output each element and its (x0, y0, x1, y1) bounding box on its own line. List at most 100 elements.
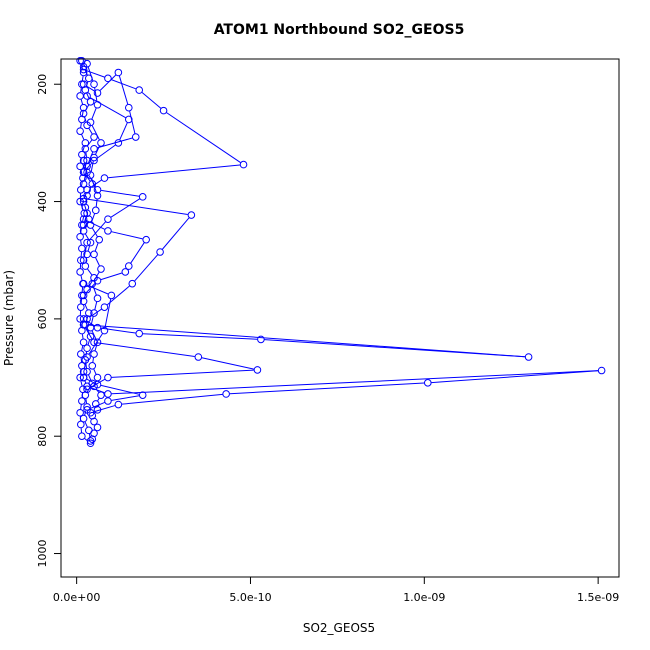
data-point (107, 291, 116, 300)
data-point (142, 235, 150, 244)
series-segment (80, 181, 83, 187)
series-9 (79, 315, 533, 361)
data-point (79, 414, 88, 423)
series-segment (88, 333, 103, 355)
series-segment (85, 327, 93, 340)
data-point (156, 248, 164, 256)
series-segment (100, 384, 140, 395)
series-segment (431, 370, 599, 384)
series-segment (94, 301, 98, 310)
series-10 (79, 320, 262, 394)
y-tick-label: 600 (36, 308, 49, 329)
series-segment (141, 92, 162, 109)
data-point (76, 373, 84, 382)
data-point (93, 100, 102, 109)
series-segment (84, 292, 87, 298)
data-point (81, 144, 90, 153)
data-point (104, 215, 112, 223)
data-point (83, 92, 91, 100)
series-segment (87, 245, 91, 252)
data-point (79, 227, 88, 235)
series-segment (82, 216, 85, 222)
series-segment (85, 162, 93, 170)
series-segment (96, 144, 116, 159)
series-segment (86, 284, 109, 295)
series-segment (87, 139, 93, 147)
data-point (83, 285, 91, 294)
series-segment (89, 308, 102, 318)
series-segment (86, 220, 105, 230)
x-axis-label: SO2_GEOS5 (303, 621, 375, 635)
data-point (90, 133, 98, 141)
series-segment (106, 285, 130, 306)
data-point (83, 382, 91, 391)
series-13 (79, 279, 116, 376)
data-point (194, 353, 203, 361)
data-point (78, 432, 86, 441)
series-segment (129, 111, 136, 134)
data-point (90, 156, 98, 165)
data-point (86, 332, 95, 341)
data-point (79, 338, 88, 347)
data-point (131, 133, 140, 141)
series-segment (118, 75, 129, 105)
data-point (79, 279, 88, 288)
series-segment (94, 345, 97, 351)
data-point (83, 403, 91, 411)
series-segment (86, 320, 95, 327)
data-point (79, 197, 88, 206)
series-segment (111, 369, 254, 378)
data-point (524, 353, 533, 361)
series-segment (84, 163, 87, 169)
data-point (76, 232, 84, 241)
series-segment (111, 395, 140, 401)
data-point (100, 326, 109, 335)
data-point (88, 435, 97, 443)
series-segment (97, 342, 195, 358)
series-segment (93, 405, 116, 413)
series-segment (80, 99, 84, 105)
plot-area (76, 56, 606, 448)
data-point (135, 329, 144, 338)
data-point (93, 373, 102, 382)
series-segment (80, 380, 83, 386)
series-segment (87, 339, 91, 345)
series-segment (81, 75, 84, 81)
data-point (79, 180, 88, 188)
data-point (86, 437, 95, 445)
series-segment (166, 112, 241, 163)
data-point (79, 168, 88, 177)
data-point (76, 408, 84, 417)
series-4 (78, 56, 248, 229)
y-axis-label: Pressure (mbar) (2, 270, 16, 366)
series-segment (87, 198, 188, 215)
data-point (124, 262, 133, 270)
series-segment (85, 233, 90, 240)
data-point (253, 366, 262, 374)
data-point (77, 256, 85, 265)
data-point (91, 206, 100, 215)
data-point (104, 74, 112, 83)
series-segment (91, 213, 96, 222)
series-segment (85, 152, 88, 158)
data-point (121, 268, 130, 276)
series-segment (85, 398, 88, 404)
series-segment (201, 357, 255, 370)
chart-title: ATOM1 Northbound SO2_GEOS5 (214, 22, 465, 38)
x-axis: 0.0e+00 5.0e-10 1.0e-09 1.5e-09 (53, 576, 619, 604)
series-segment (92, 357, 94, 363)
data-point (97, 265, 105, 273)
series-segment (85, 363, 88, 369)
series-segment (94, 242, 99, 252)
data-point (187, 211, 196, 219)
series-segment (82, 146, 85, 152)
series-segment (80, 275, 83, 281)
series-segment (80, 240, 82, 245)
series-segment (162, 217, 190, 250)
series-segment (89, 179, 102, 189)
series-segment (85, 174, 91, 182)
series-segment (111, 370, 599, 395)
series-segment (100, 272, 123, 281)
series-segment (83, 246, 87, 257)
data-point (93, 186, 102, 194)
